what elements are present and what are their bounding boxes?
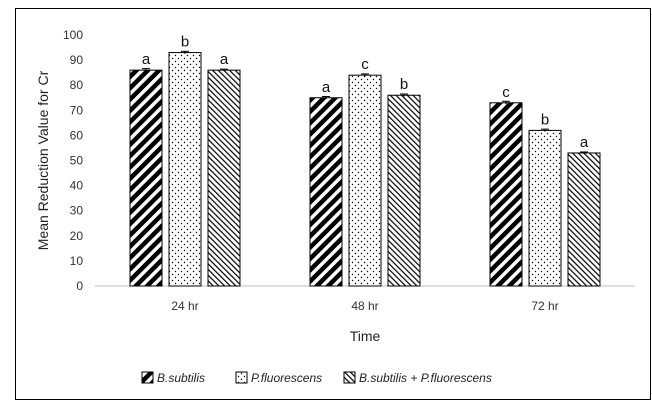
significance-letter: a <box>220 51 229 68</box>
bar-1-1 <box>129 69 163 287</box>
bar-3-1 <box>207 69 241 287</box>
legend-label-1: B.subtilis <box>157 371 205 385</box>
significance-letter: a <box>142 51 151 68</box>
bar-3-3 <box>567 152 601 287</box>
bar-1-3 <box>489 102 523 287</box>
bar-1-2 <box>309 97 343 287</box>
bar-marks: a b a a c b c b a <box>129 34 601 287</box>
y-axis-tick-labels: 0 10 20 30 40 50 60 70 80 90 100 <box>63 28 83 293</box>
legend-label-3: B.subtilis + P.fluorescens <box>359 371 492 385</box>
legend-label-2: P.fluorescens <box>251 371 322 385</box>
y-tick-label: 30 <box>70 204 84 218</box>
x-tick-label: 72 hr <box>531 299 558 313</box>
y-tick-label: 50 <box>70 154 84 168</box>
y-tick-label: 70 <box>70 103 84 117</box>
bar-2-3 <box>528 129 562 287</box>
bar-3-2 <box>387 94 421 287</box>
significance-letter: a <box>322 79 331 96</box>
x-axis-title: Time <box>350 328 381 344</box>
y-tick-label: 100 <box>63 28 83 42</box>
legend: B.subtilis P.fluorescens B.subtilis + P.fl… <box>141 371 492 385</box>
y-tick-label: 10 <box>70 254 84 268</box>
significance-letter: c <box>361 56 369 73</box>
significance-letter: b <box>181 34 189 51</box>
bar-2-1 <box>168 52 202 287</box>
significance-letter: a <box>580 134 589 151</box>
legend-swatch-2 <box>235 371 248 384</box>
legend-swatch-3 <box>343 371 356 384</box>
y-tick-label: 90 <box>70 53 84 67</box>
significance-letter: c <box>502 84 510 101</box>
y-axis-title: Mean Reduction Value for Cr <box>35 70 51 250</box>
legend-swatch-1 <box>141 371 154 384</box>
significance-letter: b <box>541 111 549 128</box>
x-tick-label: 24 hr <box>171 299 198 313</box>
y-tick-label: 80 <box>70 78 84 92</box>
x-tick-label: 48 hr <box>351 299 378 313</box>
y-tick-label: 20 <box>70 229 84 243</box>
y-tick-label: 60 <box>70 128 84 142</box>
bar-2-2 <box>348 74 382 287</box>
y-tick-label: 0 <box>76 279 83 293</box>
significance-letter: b <box>400 76 408 93</box>
x-axis-tick-labels: 24 hr 48 hr 72 hr <box>171 299 558 313</box>
y-tick-label: 40 <box>70 179 84 193</box>
